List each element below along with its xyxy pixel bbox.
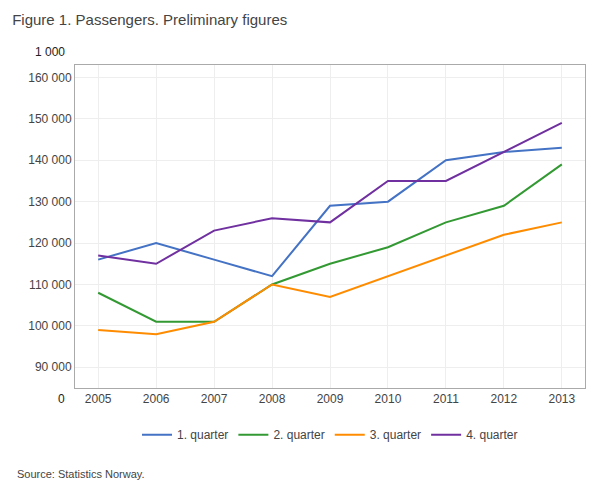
svg-text:0: 0 <box>58 392 65 406</box>
svg-text:150 000: 150 000 <box>28 112 72 126</box>
svg-text:Figure 1. Passengers. Prelimin: Figure 1. Passengers. Preliminary figure… <box>12 11 287 28</box>
svg-text:2010: 2010 <box>375 392 402 406</box>
svg-text:4. quarter: 4. quarter <box>466 428 517 442</box>
svg-text:120 000: 120 000 <box>28 236 72 250</box>
svg-text:160 000: 160 000 <box>28 71 72 85</box>
svg-text:1 000: 1 000 <box>35 45 65 59</box>
svg-text:2011: 2011 <box>433 392 459 406</box>
svg-text:2008: 2008 <box>259 392 286 406</box>
svg-text:2013: 2013 <box>548 392 575 406</box>
svg-text:2. quarter: 2. quarter <box>273 428 324 442</box>
svg-text:110 000: 110 000 <box>29 278 72 292</box>
svg-text:2009: 2009 <box>317 392 344 406</box>
svg-text:2005: 2005 <box>85 392 112 406</box>
svg-text:2007: 2007 <box>201 392 228 406</box>
svg-text:130 000: 130 000 <box>28 195 72 209</box>
svg-text:2012: 2012 <box>491 392 518 406</box>
svg-text:Source: Statistics Norway.: Source: Statistics Norway. <box>17 468 145 480</box>
svg-text:1. quarter: 1. quarter <box>177 428 228 442</box>
svg-text:2006: 2006 <box>143 392 170 406</box>
svg-text:90 000: 90 000 <box>35 360 72 374</box>
svg-text:140 000: 140 000 <box>28 153 72 167</box>
svg-text:100 000: 100 000 <box>28 319 72 333</box>
svg-text:3. quarter: 3. quarter <box>370 428 421 442</box>
